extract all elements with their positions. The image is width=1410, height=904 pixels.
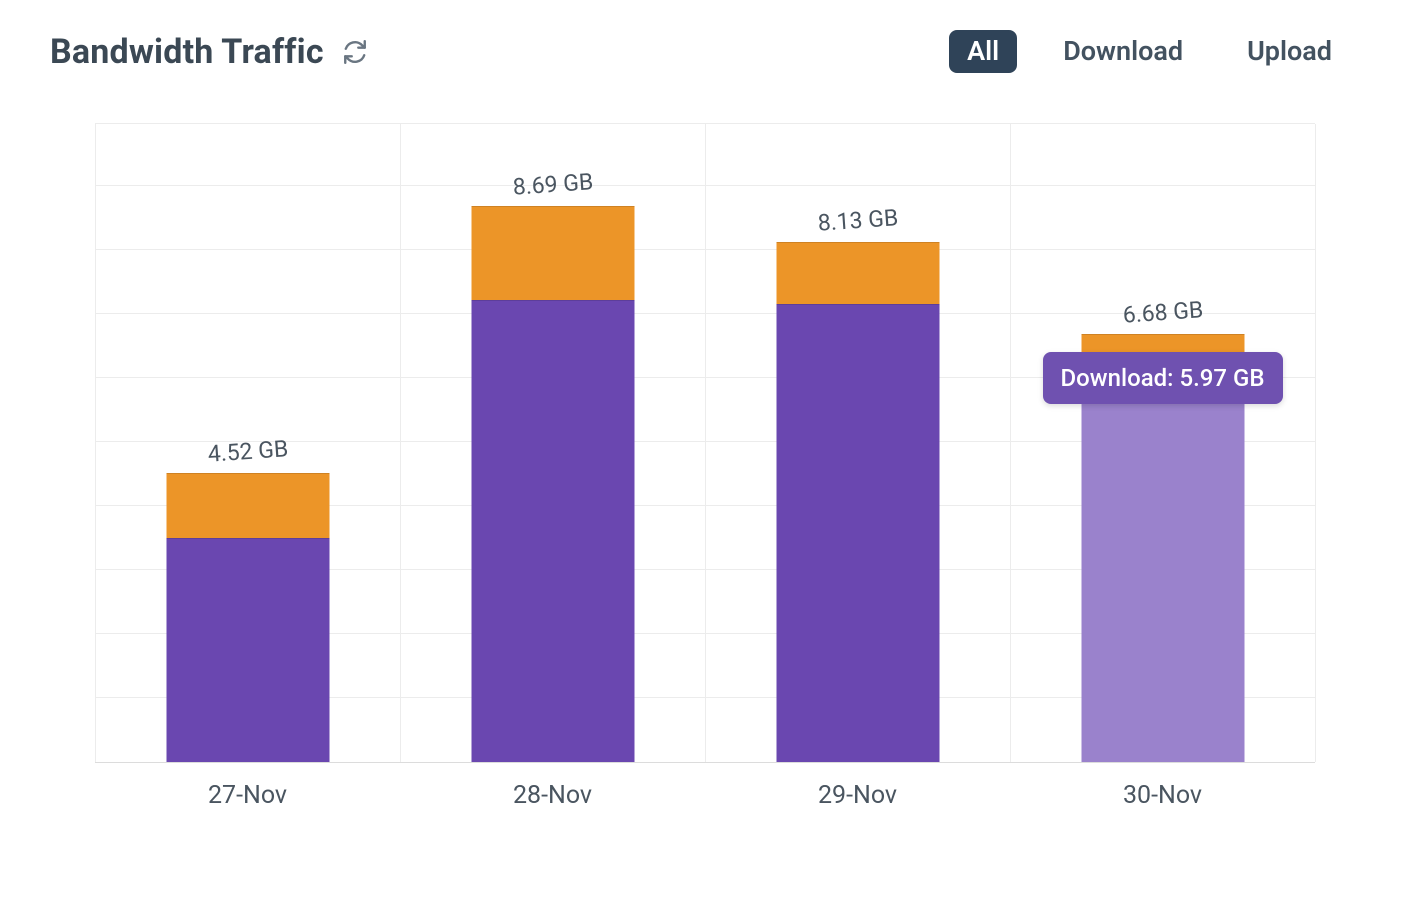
- stacked-bar[interactable]: [471, 206, 634, 762]
- chart-column[interactable]: 4.52 GB: [95, 124, 400, 762]
- bandwidth-widget: Bandwidth Traffic All Download Upload 4.…: [0, 0, 1410, 904]
- x-label: 29-Nov: [705, 781, 1010, 810]
- chart-column[interactable]: 8.13 GB: [705, 124, 1010, 762]
- bar-total-label: 8.69 GB: [511, 168, 593, 201]
- chart-column[interactable]: 8.69 GB: [400, 124, 705, 762]
- bar-segment-upload[interactable]: [166, 473, 329, 538]
- bar-segment-upload[interactable]: [776, 242, 939, 305]
- x-axis-labels: 27-Nov 28-Nov 29-Nov 30-Nov: [95, 781, 1315, 810]
- bar-segment-upload[interactable]: [471, 206, 634, 300]
- bar-segment-download[interactable]: [471, 300, 634, 762]
- x-label: 27-Nov: [95, 781, 400, 810]
- x-label: 30-Nov: [1010, 781, 1315, 810]
- bar-segment-download[interactable]: [776, 304, 939, 762]
- gridline-vertical: [1315, 124, 1316, 762]
- refresh-icon[interactable]: [342, 39, 368, 65]
- x-label: 28-Nov: [400, 781, 705, 810]
- filter-tabs: All Download Upload: [949, 30, 1350, 73]
- chart-plot-area: 4.52 GB 8.69 GB 8.13 GB 6.68 GB Download: 5.…: [95, 123, 1315, 763]
- widget-header: Bandwidth Traffic All Download Upload: [50, 30, 1360, 93]
- tab-download[interactable]: Download: [1045, 30, 1201, 73]
- bar-segment-download[interactable]: [166, 538, 329, 762]
- bar-segment-download[interactable]: [1081, 380, 1244, 762]
- chart-column[interactable]: 6.68 GB: [1010, 124, 1315, 762]
- title-group: Bandwidth Traffic: [50, 32, 368, 72]
- widget-title: Bandwidth Traffic: [50, 32, 324, 72]
- stacked-bar[interactable]: [166, 473, 329, 762]
- chart-tooltip: Download: 5.97 GB: [1043, 352, 1283, 404]
- tab-upload[interactable]: Upload: [1229, 30, 1350, 73]
- bar-total-label: 8.13 GB: [816, 204, 898, 237]
- bar-total-label: 4.52 GB: [206, 435, 288, 468]
- bar-total-label: 6.68 GB: [1121, 297, 1203, 330]
- stacked-bar[interactable]: [776, 242, 939, 762]
- tab-all[interactable]: All: [949, 30, 1017, 73]
